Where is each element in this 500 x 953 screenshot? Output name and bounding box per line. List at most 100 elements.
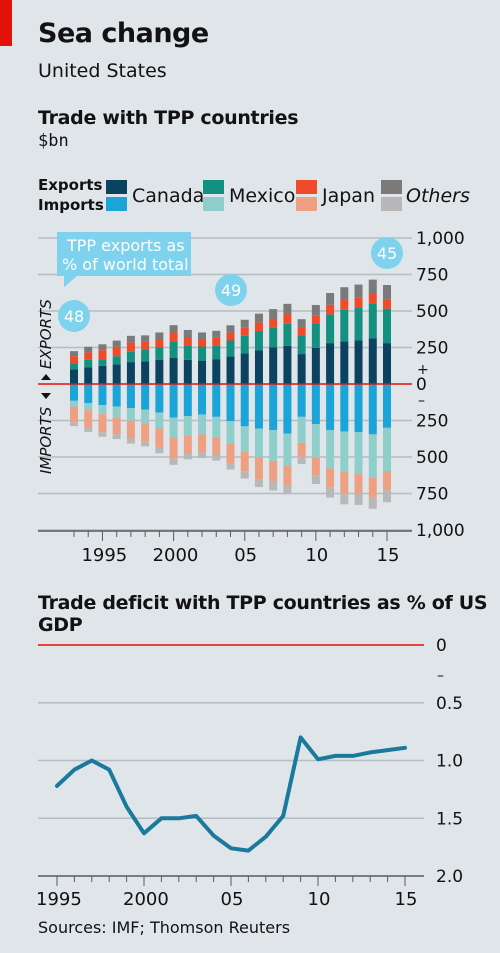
bar-export-canada <box>240 353 249 384</box>
y-tick-label: 1.5 <box>436 809 463 829</box>
bar-import-japan <box>141 423 150 442</box>
bar-import-mexico <box>368 434 377 478</box>
bar-import-japan <box>98 414 107 433</box>
bar-import-canada <box>240 384 249 427</box>
bar-import-others <box>155 447 164 454</box>
bar-export-japan <box>283 314 292 324</box>
legend-swatch-mexico-imports <box>203 197 224 211</box>
x-tick-label: 1995 <box>81 545 127 566</box>
bar-import-mexico <box>240 426 249 452</box>
bar-import-mexico <box>169 417 178 438</box>
bar-import-japan <box>326 468 335 488</box>
bar-export-japan <box>169 332 178 342</box>
bar-import-mexico <box>126 408 135 421</box>
bar-import-japan <box>368 477 377 498</box>
bar-export-japan <box>70 356 78 364</box>
bar-import-others <box>169 458 178 465</box>
bar-export-mexico <box>183 345 192 360</box>
bar-export-mexico <box>70 363 78 370</box>
bar-export-japan <box>311 315 320 324</box>
y-tick-label: 2.0 <box>436 867 463 887</box>
bar-import-japan <box>340 472 349 494</box>
bar-import-others <box>112 434 121 440</box>
bar-export-japan <box>297 327 306 336</box>
bar-import-canada <box>226 384 235 422</box>
legend-exports-label: Exports <box>38 176 103 194</box>
source-note: Sources: IMF; Thomson Reuters <box>38 918 291 937</box>
bar-chart-title: Trade with TPP countries <box>38 107 299 129</box>
bar-import-others <box>254 479 263 488</box>
bar-import-mexico <box>340 431 349 473</box>
bar-export-canada <box>198 360 207 384</box>
bar-export-mexico <box>297 335 306 355</box>
bar-export-japan <box>98 350 107 360</box>
bar-import-others <box>368 497 377 509</box>
y-label-exports: EXPORTS <box>37 299 55 369</box>
bar-import-canada <box>283 384 292 434</box>
bar-export-canada <box>269 347 278 384</box>
x-tick-label: 2000 <box>153 545 199 566</box>
bar-import-canada <box>354 384 363 433</box>
legend-swatch-canada-exports <box>106 180 127 194</box>
bar-import-japan <box>297 442 306 457</box>
brand-tab <box>0 0 12 46</box>
bar-import-japan <box>169 437 178 459</box>
y-tick-label: 1,000 <box>416 521 465 541</box>
bar-export-mexico <box>311 323 320 348</box>
bar-export-japan <box>368 293 377 304</box>
bar-import-others <box>141 441 150 447</box>
bar-import-mexico <box>354 432 363 474</box>
bar-import-others <box>198 452 207 459</box>
bar-import-mexico <box>269 429 278 461</box>
bar-import-mexico <box>141 409 150 424</box>
bar-export-japan <box>240 327 249 336</box>
bar-import-others <box>70 422 78 427</box>
bar-export-others <box>212 330 221 338</box>
bar-import-japan <box>198 434 207 453</box>
bar-export-japan <box>198 339 207 347</box>
bar-import-japan <box>283 465 292 486</box>
bar-export-canada <box>311 347 320 384</box>
bar-import-canada <box>98 384 107 406</box>
bar-export-mexico <box>84 359 93 368</box>
bar-import-canada <box>141 384 150 410</box>
x-tick-label: 05 <box>234 545 257 566</box>
y-tick-label: 250 <box>416 412 448 432</box>
bar-export-others <box>98 344 107 351</box>
bar-export-mexico <box>383 308 391 344</box>
bar-export-japan <box>269 318 278 328</box>
y-minus-sign: – <box>418 393 425 409</box>
bar-export-japan <box>112 346 121 357</box>
bar-export-japan <box>254 322 263 332</box>
bar-export-others <box>340 287 349 300</box>
bar-import-others <box>269 481 278 491</box>
bar-export-canada <box>383 343 391 384</box>
bar-import-mexico <box>326 429 335 469</box>
bar-export-japan <box>383 299 391 309</box>
bar-import-others <box>311 475 320 485</box>
bar-import-japan <box>254 457 263 480</box>
y-tick-label: 1.0 <box>436 752 463 772</box>
bar-export-others <box>183 329 192 337</box>
y-label-imports: IMPORTS <box>37 406 55 474</box>
bar-export-canada <box>183 359 192 384</box>
bar-import-others <box>98 432 107 437</box>
bar-export-others <box>198 332 207 340</box>
legend-mexico: Mexico <box>229 185 296 207</box>
bar-export-japan <box>84 352 93 360</box>
x-tick-label: 1995 <box>36 889 82 910</box>
bar-export-others <box>226 325 235 333</box>
bar-import-mexico <box>383 427 391 472</box>
bar-export-others <box>311 305 320 316</box>
bar-import-mexico <box>311 424 320 458</box>
bar-export-mexico <box>98 359 107 366</box>
bar-export-mexico <box>198 346 207 361</box>
bar-export-japan <box>354 297 363 308</box>
bar-export-canada <box>70 369 78 384</box>
bar-export-canada <box>326 343 335 384</box>
bar-import-mexico <box>112 406 121 418</box>
bar-export-others <box>368 279 377 294</box>
bar-export-others <box>269 309 278 319</box>
trade-bar-chart: 1,000 750 500 250 0 250 500 750 1,000 + – 1995 2000 0… <box>37 229 465 566</box>
